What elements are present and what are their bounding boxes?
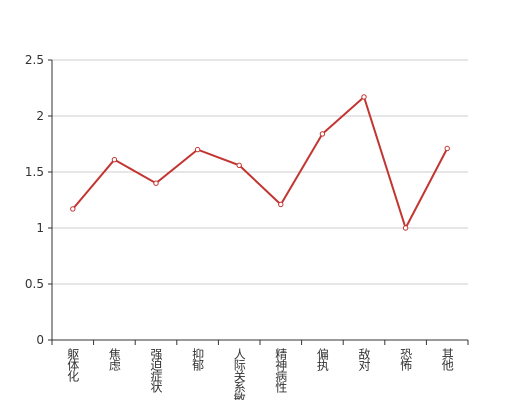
point	[70, 206, 76, 212]
x-tick-label: 敌对	[357, 347, 371, 371]
y-tick-label: 1.5	[25, 165, 44, 179]
point	[402, 225, 409, 231]
x-tick-label: 精神病性	[274, 348, 288, 394]
y-tick-label: 2.5	[25, 53, 44, 67]
y-tick-label: 0.5	[25, 277, 44, 291]
x-tick-label: 躯体化	[66, 347, 80, 383]
point	[444, 145, 450, 152]
x-tick-label: 恐怖	[399, 348, 413, 371]
point	[153, 180, 159, 186]
series-line	[72, 95, 449, 231]
x-tick-label: 抑郁	[191, 347, 205, 372]
x-tick-label: 焦虑	[107, 348, 121, 371]
y-tick-label: 0	[36, 333, 44, 347]
y-tick-label: 2	[36, 109, 44, 123]
point	[361, 94, 367, 100]
x-tick-label: 强迫症状	[149, 348, 163, 393]
point	[111, 156, 118, 163]
point	[278, 201, 284, 208]
point	[236, 162, 242, 168]
x-tick-label: 偏执	[315, 347, 329, 372]
x-tick-label: 其他	[440, 348, 454, 371]
y-tick-label: 1	[36, 221, 44, 235]
point	[319, 131, 326, 137]
point	[194, 146, 201, 153]
x-tick-label: 人际关系敏感	[232, 348, 246, 400]
